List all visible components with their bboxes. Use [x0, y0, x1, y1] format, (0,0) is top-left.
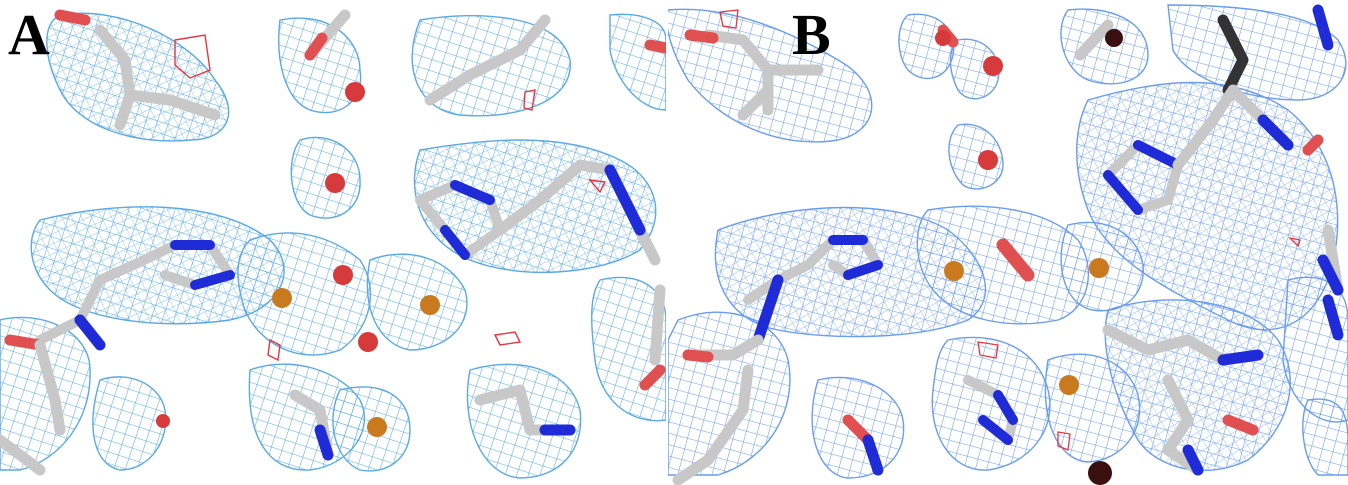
- panel-b-label: B: [792, 2, 831, 67]
- panel-b-water-molecules: [935, 30, 1003, 170]
- panel-b-metal-ions: [944, 258, 1109, 395]
- panel-a-difference-mesh: [174, 34, 607, 362]
- panel-b-dark-atoms: [1088, 29, 1123, 485]
- panel-a-water-molecules: [156, 82, 378, 428]
- panel-b-difference-mesh: [719, 9, 1301, 451]
- panel-a-stick-model: [0, 9, 666, 476]
- panel-a-density-map: A: [0, 0, 666, 485]
- panel-a-metal-ions: [272, 288, 440, 437]
- panel-b-stick-model: [672, 4, 1344, 485]
- panel-b-structure-render: [668, 4, 1348, 485]
- panel-a-label: A: [8, 2, 50, 67]
- panel-a-structure-render: [0, 9, 666, 479]
- panel-b-density-map: B: [668, 0, 1348, 485]
